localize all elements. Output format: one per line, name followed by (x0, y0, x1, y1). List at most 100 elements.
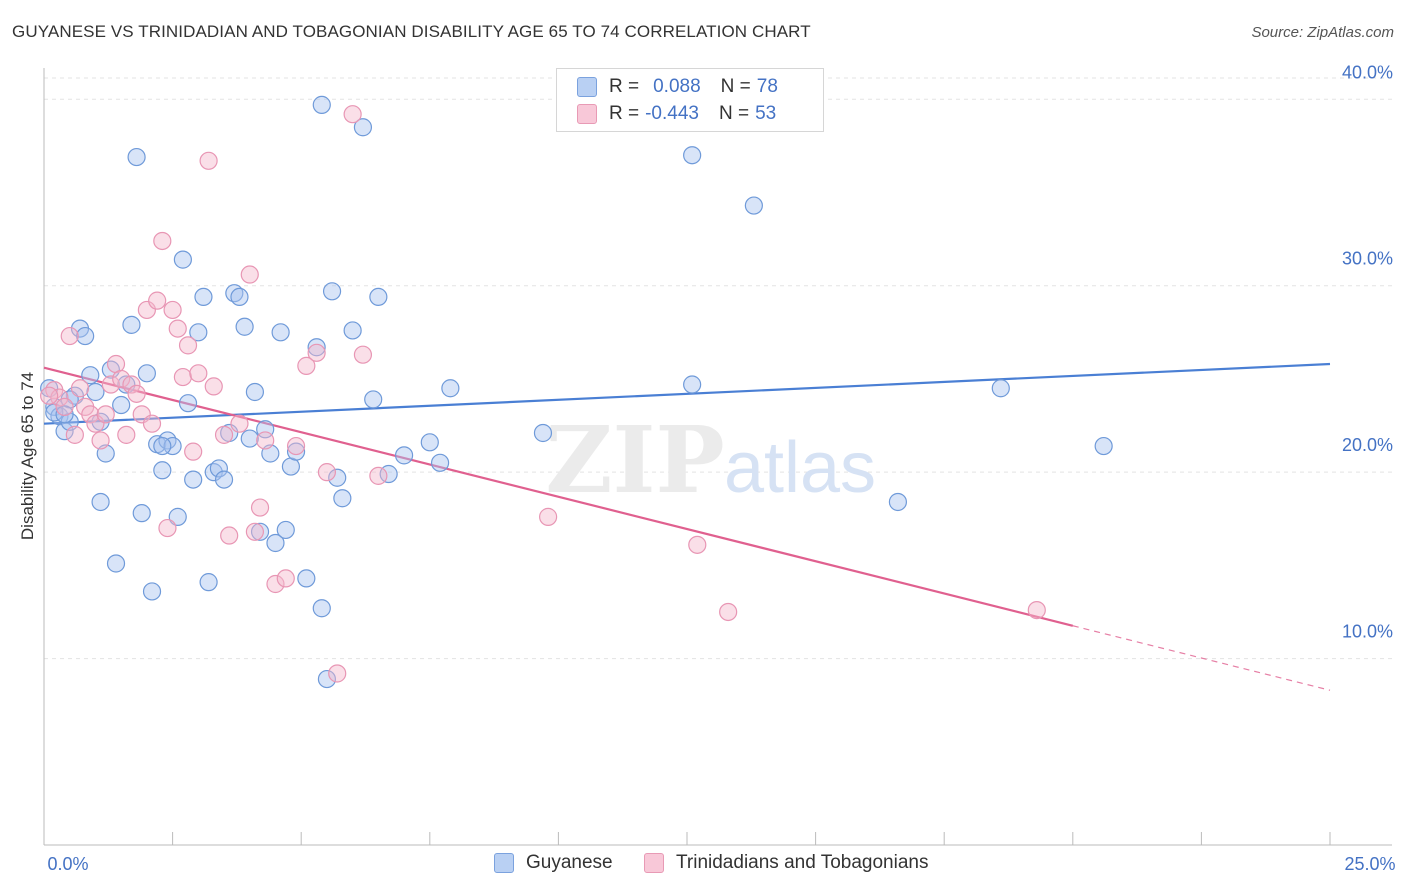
point-trinidadian (266, 574, 285, 594)
point-guyanese (369, 287, 388, 306)
point-trinidadian (55, 397, 74, 416)
point-trinidadian (65, 425, 84, 444)
point-guyanese (297, 569, 316, 588)
point-trinidadian (60, 326, 79, 346)
point-guyanese (101, 360, 120, 379)
point-guyanese (55, 405, 74, 424)
point-guyanese (189, 323, 208, 342)
point-trinidadian (127, 384, 146, 403)
point-guyanese (209, 459, 228, 478)
watermark-atlas: atlas (724, 428, 876, 508)
trend-line-0 (43, 362, 1331, 425)
point-trinidadian (220, 526, 239, 545)
point-trinidadian (142, 414, 162, 433)
point-trinidadian (70, 379, 90, 398)
point-guyanese (317, 669, 337, 689)
point-trinidadian (307, 343, 326, 362)
y-tick-label: 40.0% (1342, 62, 1393, 82)
axes (43, 68, 1392, 846)
point-trinidadian (40, 386, 59, 405)
legend-r-value-2: -0.443 (645, 103, 699, 124)
point-guyanese (122, 315, 141, 334)
point-trinidadian (168, 319, 187, 338)
point-guyanese (353, 118, 373, 137)
bottom-legend-label-2: Trinidadians and Tobagonians (676, 852, 929, 873)
legend-r-label-1: R = (609, 76, 640, 97)
data-points (40, 95, 1113, 689)
point-trinidadian (719, 602, 738, 622)
source-label: Source: ZipAtlas.com (1251, 24, 1394, 41)
point-guyanese (683, 146, 702, 165)
point-guyanese (271, 323, 290, 342)
point-guyanese (163, 436, 182, 456)
point-guyanese (178, 394, 198, 413)
point-guyanese (307, 338, 326, 357)
point-guyanese (394, 446, 414, 465)
point-trinidadian (1027, 600, 1046, 620)
point-trinidadian (250, 498, 270, 517)
legend-row-guyanese: R = 0.088 N = 78 (577, 74, 778, 100)
point-trinidadian (86, 414, 105, 433)
point-trinidadian (343, 105, 362, 124)
point-guyanese (533, 423, 553, 443)
point-trinidadian (230, 414, 249, 433)
point-trinidadian (245, 522, 265, 541)
point-guyanese (142, 582, 162, 601)
point-trinidadian (276, 569, 295, 588)
point-guyanese (235, 317, 254, 336)
point-guyanese (153, 436, 172, 456)
point-trinidadian (158, 518, 177, 538)
point-guyanese (333, 489, 352, 508)
point-trinidadian (256, 431, 275, 450)
y-tick-label: 30.0% (1342, 249, 1393, 269)
point-guyanese (245, 382, 265, 402)
point-guyanese (199, 573, 218, 592)
point-guyanese (420, 433, 439, 452)
point-guyanese (364, 390, 383, 409)
point-trinidadian (688, 535, 707, 554)
point-guyanese (266, 533, 285, 553)
point-guyanese (312, 599, 331, 618)
point-guyanese (240, 429, 259, 448)
point-guyanese (112, 395, 131, 415)
point-guyanese (343, 321, 362, 340)
legend-n-label-2: N = (718, 103, 750, 124)
point-guyanese (194, 287, 213, 306)
bottom-swatch-blue (494, 853, 514, 873)
point-trinidadian (153, 231, 172, 251)
y-tick-label: 10.0% (1342, 622, 1393, 642)
point-guyanese (991, 379, 1010, 398)
point-guyanese (441, 379, 460, 398)
point-trinidadian (148, 291, 167, 310)
point-guyanese (683, 375, 702, 394)
point-trinidadian (112, 369, 131, 389)
point-trinidadian (199, 151, 218, 170)
y-axis-label: Disability Age 65 to 74 (18, 372, 37, 540)
point-guyanese (153, 461, 172, 480)
bottom-legend-label-1: Guyanese (526, 852, 613, 873)
trend-line-1 (43, 366, 1074, 627)
point-guyanese (744, 196, 763, 215)
point-guyanese (173, 250, 192, 269)
legend-r-label-2: R = (609, 103, 640, 124)
legend-row-trinidadian: R = -0.443 N = 53 (577, 101, 776, 127)
point-guyanese (312, 95, 331, 114)
point-guyanese (86, 382, 105, 402)
point-trinidadian (286, 436, 306, 456)
point-trinidadian (132, 405, 151, 424)
point-guyanese (106, 554, 126, 573)
trend-line-dashed-1 (1072, 625, 1331, 691)
point-guyanese (184, 470, 203, 489)
point-guyanese (81, 366, 100, 385)
point-guyanese (322, 282, 342, 301)
point-trinidadian (178, 336, 198, 355)
point-trinidadian (101, 375, 120, 394)
point-trinidadian (184, 442, 203, 461)
point-guyanese (888, 492, 908, 512)
legend-n-label-1: N = (720, 76, 751, 97)
grid-lines (44, 77, 1392, 660)
point-trinidadian (117, 425, 136, 444)
point-guyanese (117, 375, 136, 394)
point-guyanese (76, 326, 95, 346)
point-trinidadian (81, 405, 100, 424)
